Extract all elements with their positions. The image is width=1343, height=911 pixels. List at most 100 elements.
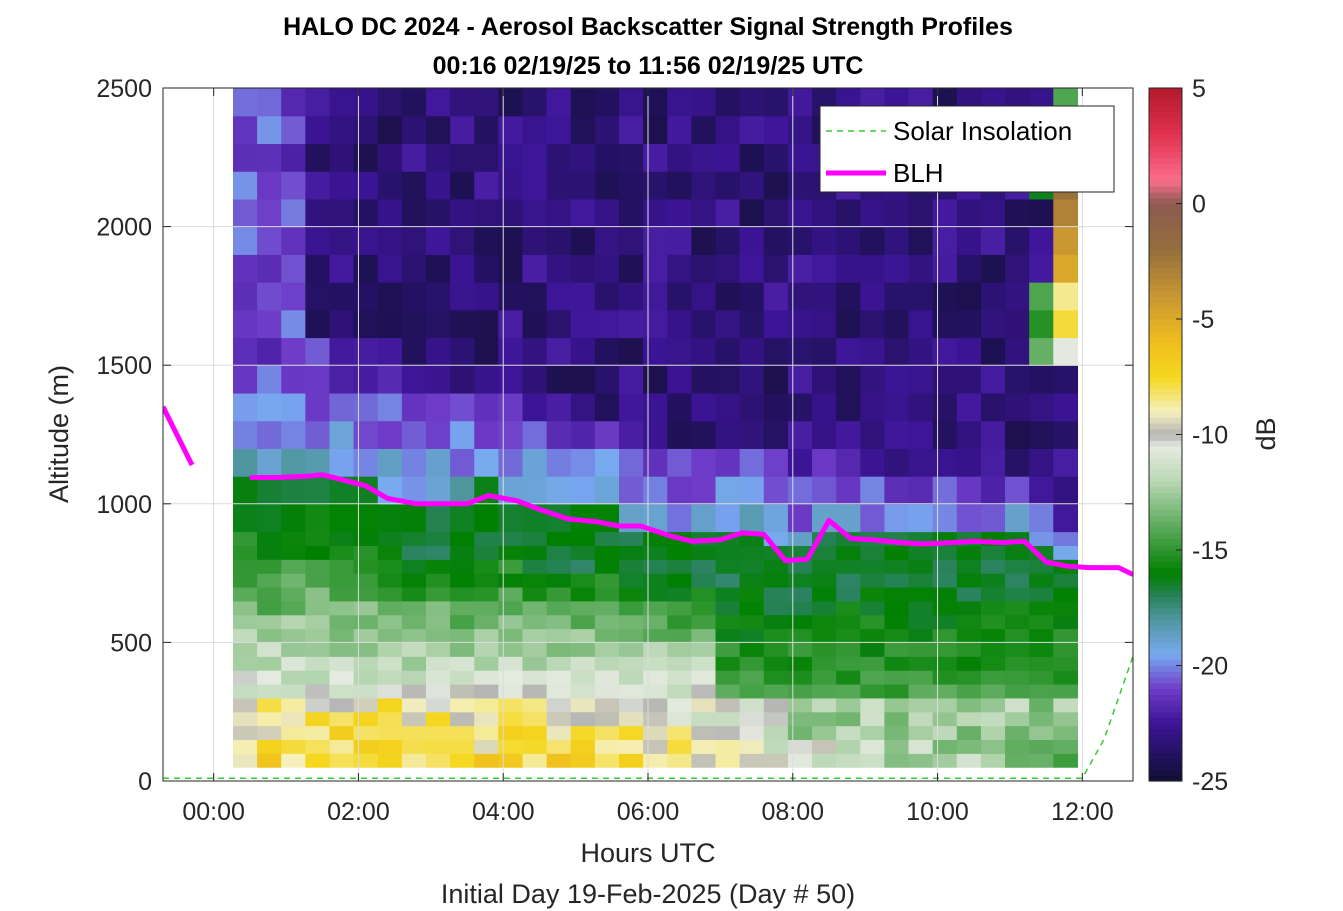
heatmap-cell: [353, 365, 379, 394]
heatmap-cell: [401, 545, 427, 560]
heatmap-cell: [570, 226, 596, 255]
heatmap-cell: [619, 753, 644, 768]
heatmap-cell: [401, 753, 427, 768]
heatmap-cell: [425, 642, 451, 657]
heatmap-cell: [667, 171, 692, 200]
heatmap-cell: [980, 697, 1006, 713]
heatmap-cell: [932, 545, 958, 560]
heatmap-cell: [715, 545, 741, 560]
heatmap-cell: [739, 171, 765, 200]
heatmap-cell: [232, 628, 258, 643]
heatmap-cell: [908, 711, 934, 727]
colorbar-label: dB: [1251, 417, 1281, 450]
heatmap-cell: [594, 420, 620, 449]
heatmap-cell: [474, 226, 499, 255]
heatmap-cell: [1029, 711, 1054, 727]
heatmap-cell: [546, 573, 572, 588]
heatmap-cell: [450, 198, 475, 228]
x-tick-label: 08:00: [761, 798, 824, 826]
heatmap-cell: [1005, 448, 1030, 477]
heatmap-cell: [860, 392, 886, 422]
heatmap-cell: [860, 309, 886, 339]
heatmap-cell: [232, 711, 258, 727]
heatmap-cell: [1053, 476, 1079, 505]
colorbar: [1149, 88, 1182, 782]
heatmap-cell: [570, 420, 596, 449]
heatmap-cell: [619, 586, 644, 602]
heatmap-cell: [474, 545, 499, 560]
heatmap-cell: [739, 337, 765, 366]
heatmap-cell: [401, 586, 427, 602]
heatmap-cell: [836, 670, 861, 685]
colorbar-segment: [1149, 463, 1182, 470]
heatmap-cell: [377, 697, 403, 713]
heatmap-cell: [691, 642, 717, 657]
heatmap-cell: [739, 198, 765, 228]
heatmap-cell: [425, 420, 451, 449]
colorbar-segment: [1149, 359, 1182, 366]
heatmap-cell: [763, 337, 789, 366]
heatmap-cell: [305, 725, 331, 741]
heatmap-cell: [884, 586, 910, 602]
heatmap-cell: [353, 448, 379, 477]
colorbar-segment: [1149, 243, 1182, 251]
x-tick-label: 04:00: [472, 798, 535, 826]
chart-title: HALO DC 2024 - Aerosol Backscatter Signa…: [283, 13, 1013, 41]
heatmap-cell: [691, 282, 717, 311]
y-axis-label: Altitude (m): [44, 365, 74, 503]
heatmap-cell: [812, 559, 837, 574]
heatmap-cell: [667, 115, 692, 145]
heatmap-cell: [619, 573, 644, 588]
heatmap-cell: [787, 337, 813, 366]
heatmap-cell: [1053, 531, 1079, 546]
heatmap-cell: [570, 531, 596, 546]
heatmap-cell: [353, 586, 379, 602]
heatmap-cell: [232, 559, 258, 574]
heatmap-cell: [908, 420, 934, 449]
heatmap-cell: [281, 309, 306, 339]
heatmap-cell: [232, 573, 258, 588]
heatmap-cell: [474, 254, 499, 283]
heatmap-cell: [908, 309, 934, 339]
heatmap-cell: [908, 545, 934, 560]
heatmap-cell: [691, 725, 717, 741]
heatmap-cell: [908, 559, 934, 574]
heatmap-cell: [257, 628, 282, 643]
heatmap-cell: [691, 739, 717, 754]
heatmap-cell: [450, 642, 475, 657]
grid-lines: [163, 88, 1133, 781]
heatmap-cell: [329, 337, 355, 366]
heatmap-cell: [715, 476, 741, 505]
heatmap-cell: [980, 600, 1006, 616]
colorbar-segment: [1149, 700, 1182, 707]
heatmap-cell: [570, 143, 596, 172]
heatmap-cell: [691, 559, 717, 574]
colorbar-segment: [1149, 399, 1182, 407]
colorbar-segment: [1149, 163, 1182, 170]
heatmap-cell: [980, 670, 1006, 685]
heatmap-cell: [1029, 753, 1054, 768]
heatmap-cell: [691, 628, 717, 643]
heatmap-cell: [739, 670, 765, 685]
heatmap-cell: [450, 614, 475, 630]
heatmap-cell: [546, 753, 572, 768]
heatmap-cell: [425, 392, 451, 422]
colorbar-segment: [1149, 440, 1182, 447]
heatmap-cell: [401, 656, 427, 671]
heatmap-cell: [450, 531, 475, 546]
heatmap-cell: [257, 282, 282, 311]
heatmap-cell: [619, 711, 644, 727]
heatmap-cell: [836, 656, 861, 671]
heatmap-cell: [787, 88, 813, 117]
colorbar-segment: [1149, 451, 1182, 459]
y-ticks: 0 500 1000 1500 2000 2500: [96, 75, 1133, 796]
colorbar-segment: [1149, 417, 1182, 424]
heatmap-cell: [884, 683, 910, 699]
heatmap-cell: [546, 365, 572, 394]
heatmap-cell: [643, 559, 668, 574]
heatmap-cell: [667, 739, 692, 754]
heatmap-cell: [739, 697, 765, 713]
heatmap-cell: [281, 600, 306, 616]
heatmap-cell: [980, 753, 1006, 768]
heatmap-cell: [787, 586, 813, 602]
